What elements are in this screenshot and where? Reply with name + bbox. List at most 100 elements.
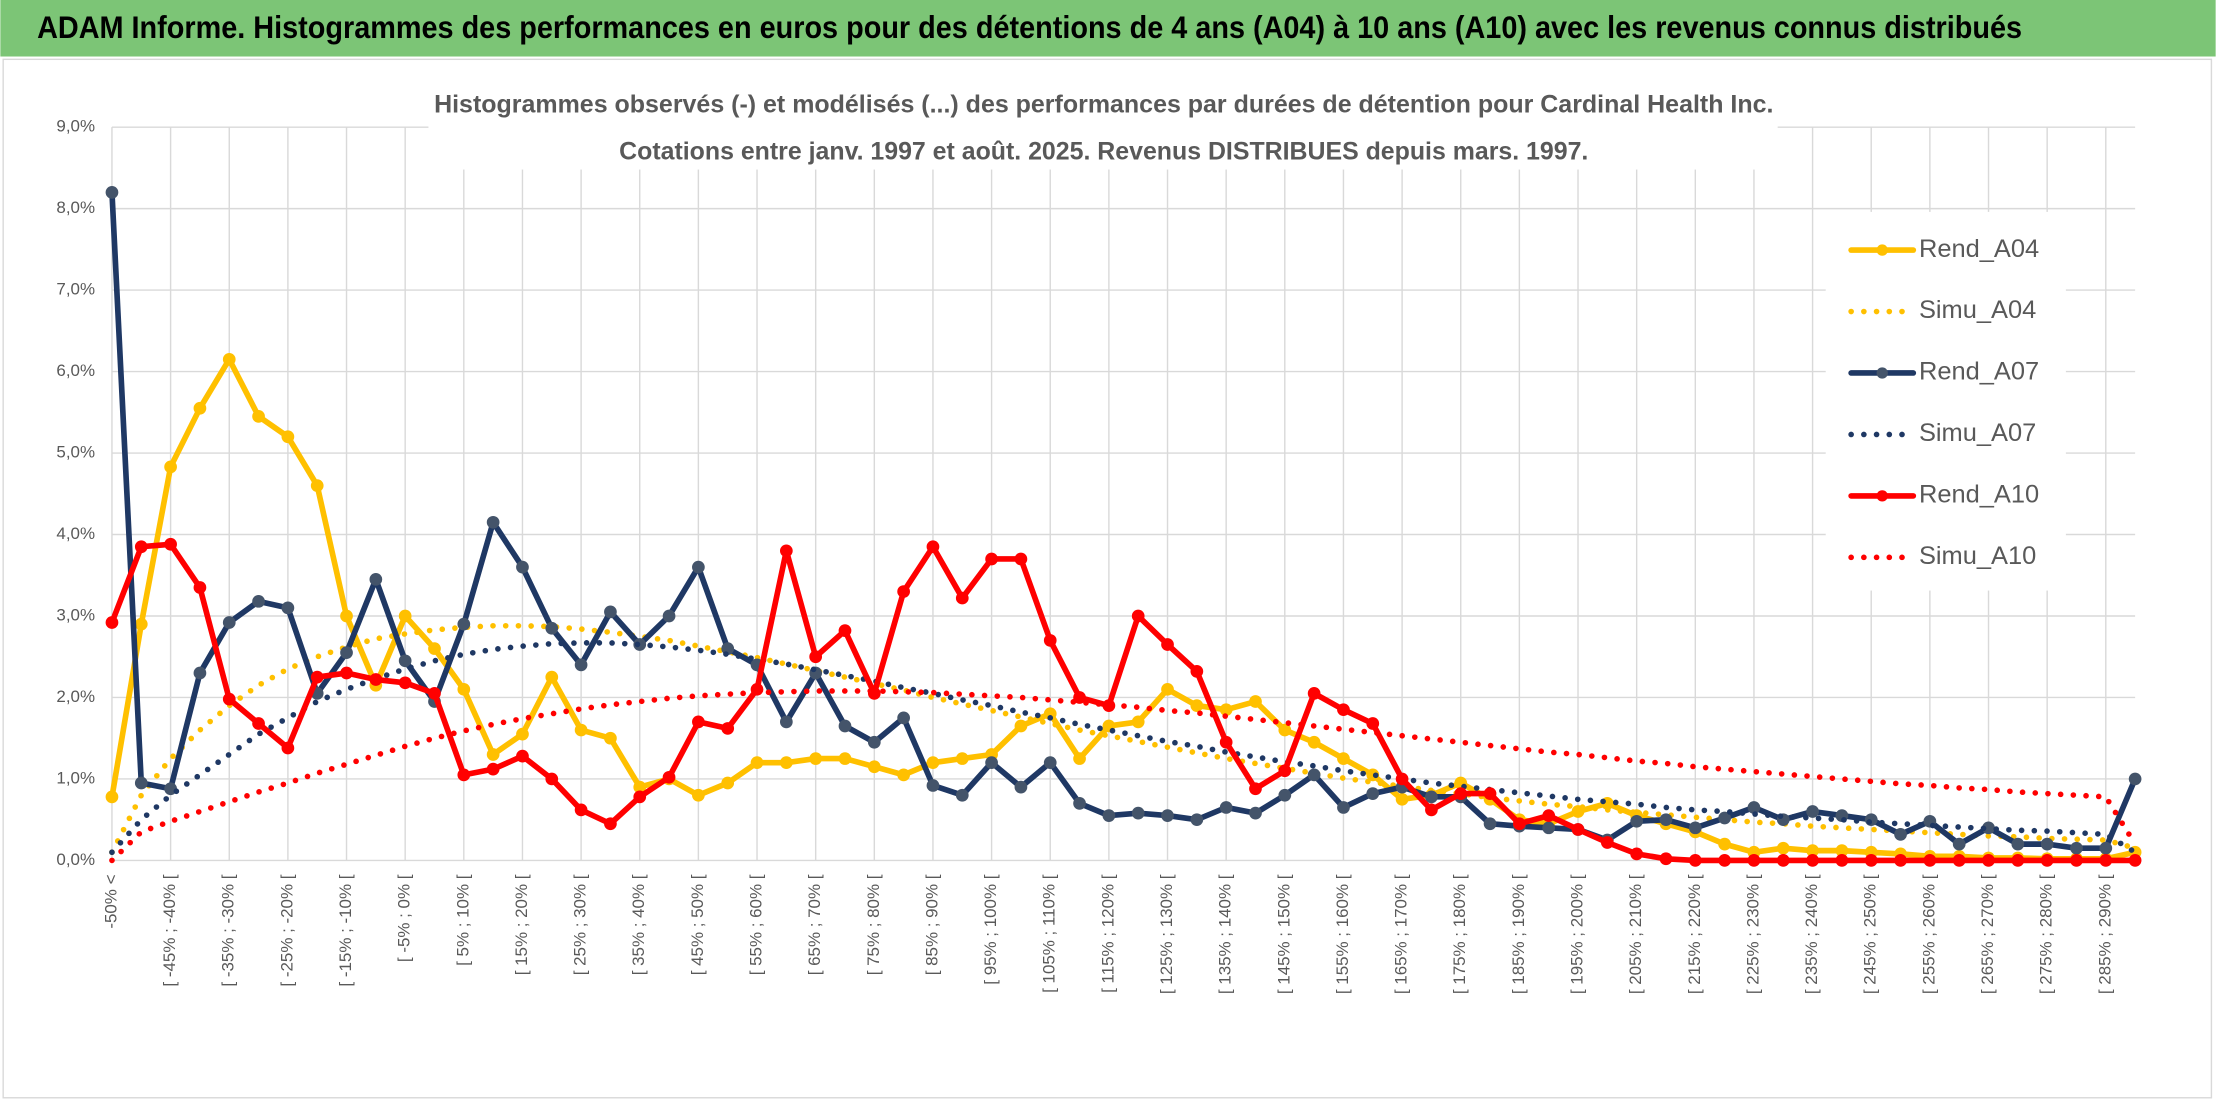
point-marker (604, 817, 617, 831)
x-tick-label: [ 75% ; 80% [ (864, 874, 883, 975)
point-marker (2070, 854, 2083, 867)
x-tick-label: -50% < (101, 874, 120, 928)
x-tick-label: [ 205% ; 210% [ (1626, 874, 1645, 994)
x-tick-label: [ 105% ; 110% [ (1040, 874, 1059, 993)
point-marker (516, 560, 529, 574)
point-marker (2099, 841, 2113, 855)
point-marker (222, 692, 236, 706)
y-tick-label: 4,0% (56, 524, 95, 543)
y-tick-label: 3,0% (56, 605, 95, 624)
x-tick-label: [ -35% ; -30% [ (219, 874, 238, 986)
point-marker (134, 540, 148, 554)
point-marker (1542, 821, 1556, 835)
point-marker (545, 670, 559, 684)
chart-title: Histogrammes observés (-) et modélisés (… (434, 91, 1773, 119)
point-marker (486, 515, 500, 529)
point-marker (721, 776, 735, 790)
point-marker (897, 711, 910, 725)
point-marker (692, 560, 705, 574)
legend-label: Simu_A10 (1919, 542, 2036, 570)
point-marker (1278, 788, 1292, 802)
point-marker (1249, 695, 1262, 708)
point-marker (2040, 854, 2054, 867)
legend-label: Rend_A10 (1919, 481, 2039, 509)
point-marker (809, 650, 823, 664)
legend-marker (1876, 490, 1888, 502)
point-marker (1249, 782, 1262, 796)
x-tick-label: [ 245% ; 250% [ (1861, 874, 1880, 994)
point-marker (252, 717, 265, 730)
plot-area: -50% < [ -45% ; -40% [[ -35% ; -30% [[ -2… (56, 117, 2142, 994)
point-marker (897, 768, 910, 782)
point-marker (633, 790, 647, 804)
x-tick-label: [ 25% ; 30% [ (571, 874, 590, 975)
x-tick-label: [ -45% ; -40% [ (160, 874, 179, 986)
x-tick-label: [ 235% ; 240% [ (1802, 874, 1821, 994)
point-marker (252, 410, 265, 423)
point-marker (281, 741, 295, 755)
point-marker (750, 756, 764, 769)
point-marker (2128, 854, 2142, 867)
point-marker (1337, 752, 1350, 765)
chart-subtitle: Cotations entre janv. 1997 et août. 2025… (619, 137, 1588, 165)
point-marker (310, 479, 324, 492)
point-marker (1278, 764, 1292, 778)
point-marker (1659, 852, 1673, 866)
point-marker (164, 460, 177, 474)
point-marker (222, 352, 236, 366)
point-marker (1952, 854, 1966, 867)
header-bar (0, 0, 2216, 57)
y-tick-label: 6,0% (56, 361, 95, 380)
point-marker (692, 715, 705, 729)
point-marker (1513, 817, 1526, 831)
point-marker (779, 756, 793, 769)
point-marker (926, 540, 940, 554)
point-marker (985, 552, 998, 566)
point-marker (545, 621, 559, 635)
point-marker (1894, 827, 1907, 841)
series-line (109, 189, 2138, 852)
point-marker (1014, 719, 1028, 733)
point-marker (398, 609, 412, 623)
point-marker (1659, 813, 1673, 827)
point-marker (2011, 854, 2025, 867)
point-marker (1600, 836, 1614, 849)
point-marker (516, 727, 529, 741)
y-tick-label: 5,0% (56, 443, 95, 462)
point-marker (1014, 780, 1028, 794)
x-tick-label: [ 175% ; 180% [ (1450, 874, 1469, 994)
point-marker (1894, 854, 1907, 867)
point-marker (1102, 809, 1116, 822)
point-marker (1337, 801, 1350, 814)
point-marker (1747, 801, 1761, 814)
point-marker (1161, 682, 1174, 696)
y-tick-label: 8,0% (56, 198, 95, 217)
point-marker (1688, 854, 1702, 867)
x-tick-label: [ 135% ; 140% [ (1216, 874, 1235, 994)
point-marker (955, 591, 969, 605)
point-marker (926, 779, 940, 792)
point-marker (398, 676, 412, 690)
legend-label: Simu_A04 (1919, 296, 2036, 324)
model-line (109, 622, 2138, 856)
model-line (109, 640, 2138, 856)
x-tick-label: [ 255% ; 260% [ (1919, 874, 1938, 994)
point-marker (1337, 703, 1350, 717)
point-marker (574, 658, 588, 672)
point-marker (1307, 768, 1321, 782)
point-marker (1190, 699, 1204, 712)
point-marker (545, 772, 559, 786)
x-tick-label: [ 15% ; 20% [ (512, 874, 531, 975)
point-marker (1776, 841, 1790, 855)
point-marker (1425, 790, 1438, 804)
point-marker (1688, 821, 1702, 835)
point-marker (369, 572, 383, 586)
point-marker (340, 609, 353, 623)
point-marker (1073, 752, 1086, 765)
x-tick-label: [ -15% ; -10% [ (336, 874, 355, 986)
point-marker (809, 752, 823, 765)
point-marker (193, 401, 207, 415)
point-marker (1366, 717, 1380, 730)
point-marker (2128, 772, 2142, 786)
